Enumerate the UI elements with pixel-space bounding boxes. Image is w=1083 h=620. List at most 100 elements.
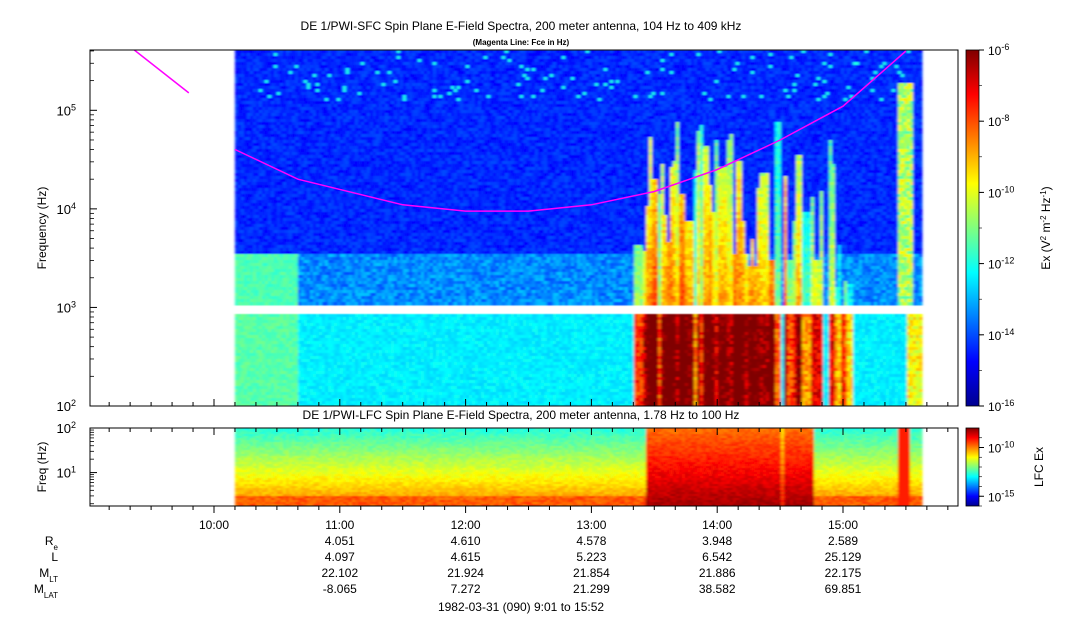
heatmap-cell bbox=[355, 101, 359, 105]
heatmap-cell bbox=[295, 125, 299, 129]
heatmap-cell bbox=[274, 257, 278, 261]
heatmap-cell bbox=[331, 140, 335, 144]
heatmap-cell bbox=[316, 296, 320, 300]
heatmap-cell bbox=[271, 386, 275, 390]
heatmap-cell bbox=[334, 239, 338, 243]
heatmap-cell bbox=[343, 317, 347, 321]
heatmap-cell bbox=[328, 65, 332, 69]
heatmap-cell bbox=[268, 200, 272, 204]
heatmap-cell bbox=[301, 188, 305, 192]
heatmap-cell bbox=[280, 233, 284, 237]
heatmap-cell bbox=[271, 293, 275, 297]
heatmap-cell bbox=[328, 206, 332, 210]
heatmap-cell bbox=[241, 335, 245, 339]
heatmap-cell bbox=[283, 143, 287, 147]
heatmap-cell bbox=[235, 224, 239, 228]
heatmap-cell bbox=[244, 182, 248, 186]
heatmap-cell bbox=[259, 398, 263, 402]
heatmap-cell bbox=[352, 224, 356, 228]
heatmap-cell bbox=[238, 257, 242, 261]
heatmap-cell bbox=[349, 374, 353, 378]
heatmap-cell bbox=[265, 227, 269, 231]
heatmap-cell bbox=[301, 50, 305, 54]
heatmap-cell bbox=[313, 212, 317, 216]
heatmap-cell bbox=[283, 149, 287, 153]
heatmap-cell bbox=[259, 56, 263, 60]
heatmap-cell bbox=[334, 104, 338, 108]
heatmap-cell bbox=[301, 200, 305, 204]
heatmap-cell bbox=[253, 239, 257, 243]
heatmap-cell bbox=[346, 200, 350, 204]
heatmap-cell bbox=[316, 233, 320, 237]
heatmap-cell bbox=[355, 398, 359, 402]
heatmap-cell bbox=[292, 257, 296, 261]
heatmap-cell bbox=[289, 362, 293, 366]
heatmap-cell bbox=[346, 371, 350, 375]
heatmap-cell bbox=[346, 260, 350, 264]
heatmap-cell bbox=[289, 398, 293, 402]
heatmap-cell bbox=[352, 140, 356, 144]
heatmap-cell bbox=[319, 155, 323, 159]
heatmap-cell bbox=[361, 221, 365, 225]
heatmap-cell bbox=[340, 161, 344, 165]
heatmap-cell bbox=[328, 167, 332, 171]
heatmap-cell bbox=[238, 62, 242, 66]
heatmap-cell bbox=[244, 218, 248, 222]
heatmap-cell bbox=[331, 383, 335, 387]
heatmap-cell bbox=[262, 143, 266, 147]
heatmap-cell bbox=[295, 269, 299, 273]
heatmap-cell bbox=[259, 374, 263, 378]
heatmap-cell bbox=[358, 83, 362, 87]
heatmap-cell bbox=[334, 218, 338, 222]
heatmap-cell bbox=[337, 62, 341, 66]
heatmap-cell bbox=[352, 233, 356, 237]
heatmap-cell bbox=[352, 260, 356, 264]
heatmap-cell bbox=[331, 359, 335, 363]
heatmap-cell bbox=[361, 230, 365, 234]
heatmap-cell bbox=[322, 74, 326, 78]
heatmap-cell bbox=[241, 221, 245, 225]
heatmap-cell bbox=[277, 131, 281, 135]
heatmap-cell bbox=[352, 401, 356, 405]
heatmap-cell bbox=[244, 278, 248, 282]
heatmap-cell bbox=[352, 326, 356, 330]
heatmap-cell bbox=[268, 143, 272, 147]
heatmap-cell bbox=[253, 299, 257, 303]
heatmap-cell bbox=[292, 119, 296, 123]
heatmap-cell bbox=[277, 218, 281, 222]
heatmap-cell bbox=[334, 377, 338, 381]
heatmap-cell bbox=[289, 365, 293, 369]
heatmap-cell bbox=[301, 125, 305, 129]
heatmap-cell bbox=[283, 302, 287, 306]
heatmap-cell bbox=[349, 92, 353, 96]
heatmap-cell bbox=[274, 161, 278, 165]
heatmap-cell bbox=[244, 392, 248, 396]
heatmap-cell bbox=[256, 230, 260, 234]
heatmap-cell bbox=[250, 149, 254, 153]
heatmap-cell bbox=[337, 227, 341, 231]
heatmap-cell bbox=[283, 296, 287, 300]
heatmap-cell bbox=[238, 212, 242, 216]
heatmap-cell bbox=[298, 239, 302, 243]
heatmap-cell bbox=[328, 365, 332, 369]
heatmap-cell bbox=[343, 62, 347, 66]
heatmap-cell bbox=[292, 236, 296, 240]
heatmap-cell bbox=[265, 347, 269, 351]
heatmap-cell bbox=[337, 194, 341, 198]
heatmap-cell bbox=[298, 341, 302, 345]
heatmap-cell bbox=[262, 374, 266, 378]
heatmap-cell bbox=[235, 257, 239, 261]
heatmap-cell bbox=[277, 317, 281, 321]
heatmap-cell bbox=[244, 104, 248, 108]
heatmap-cell bbox=[286, 314, 290, 318]
heatmap-cell bbox=[274, 77, 278, 81]
heatmap-cell bbox=[247, 359, 251, 363]
heatmap-cell bbox=[268, 71, 272, 75]
heatmap-cell bbox=[247, 86, 251, 90]
heatmap-cell bbox=[235, 242, 239, 246]
heatmap-cell bbox=[277, 359, 281, 363]
heatmap-cell bbox=[295, 296, 299, 300]
heatmap-cell bbox=[244, 290, 248, 294]
heatmap-cell bbox=[355, 80, 359, 84]
heatmap-cell bbox=[244, 293, 248, 297]
